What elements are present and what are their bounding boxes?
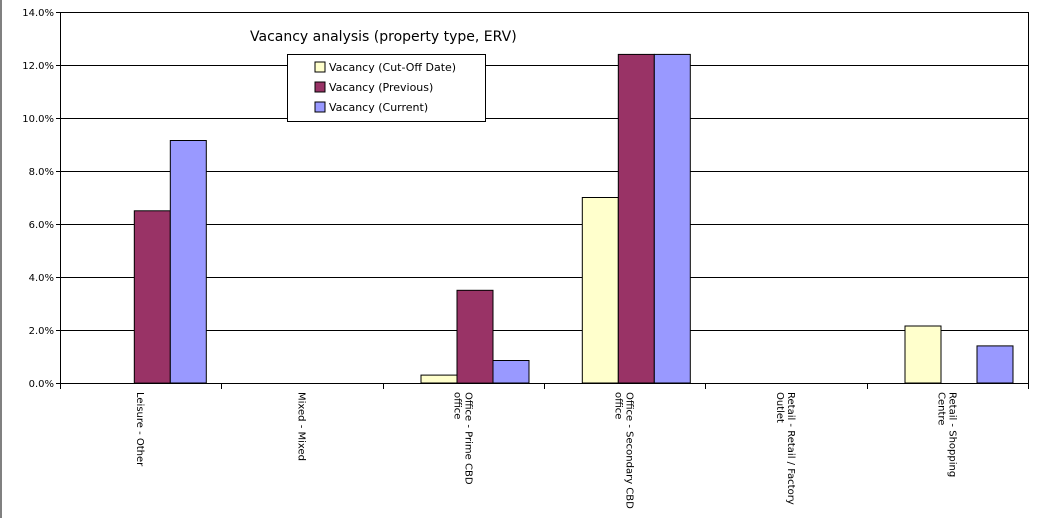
category-label-line: Centre <box>935 392 946 425</box>
legend-swatch <box>314 61 326 73</box>
category-label-line: Office - Prime CBD <box>462 392 473 485</box>
bar <box>904 325 942 384</box>
category-label: Leisure - Other <box>134 392 145 467</box>
bars <box>133 53 1014 384</box>
bar <box>456 289 494 384</box>
bar <box>617 53 655 384</box>
category-label-line: Outlet <box>774 392 785 423</box>
legend-label: Vacancy (Previous) <box>329 81 433 94</box>
y-tick-label: 0.0% <box>29 379 54 390</box>
category-label: Mixed - Mixed <box>296 392 307 461</box>
bar <box>653 53 691 384</box>
bar <box>133 210 171 384</box>
category-label-line: office <box>613 392 624 419</box>
bar <box>581 197 619 384</box>
y-tick-label: 12.0% <box>22 61 54 72</box>
bar <box>976 345 1014 384</box>
y-tick-label: 8.0% <box>29 167 54 178</box>
y-tick-label: 4.0% <box>29 273 54 284</box>
legend-label: Vacancy (Cut-Off Date) <box>329 61 456 74</box>
legend: Vacancy (Cut-Off Date) Vacancy (Previous)… <box>287 54 486 122</box>
bar <box>420 374 458 384</box>
y-tick-label: 10.0% <box>22 114 54 125</box>
category-label-line: Mixed - Mixed <box>296 392 307 461</box>
legend-label: Vacancy (Current) <box>329 101 428 114</box>
bar <box>492 360 530 384</box>
legend-swatch <box>314 101 326 113</box>
category-label-line: Leisure - Other <box>134 392 145 467</box>
y-tick-label: 14.0% <box>22 8 54 19</box>
category-label-line: Office - Secondary CBD <box>624 392 635 509</box>
y-tick-label: 2.0% <box>29 326 54 337</box>
y-tick-label: 6.0% <box>29 220 54 231</box>
category-label-line: Retail - Retail / Factory <box>785 392 796 505</box>
bar <box>169 140 207 384</box>
chart-title: Vacancy analysis (property type, ERV) <box>250 29 517 45</box>
legend-swatch <box>314 81 326 93</box>
category-label-line: office <box>451 392 462 419</box>
category-label-line: Retail - Shopping <box>946 392 957 477</box>
axes: 0.0% 2.0% 4.0% 6.0% 8.0% 10.0% 12.0% 14.0% Leisu… <box>22 8 1029 509</box>
